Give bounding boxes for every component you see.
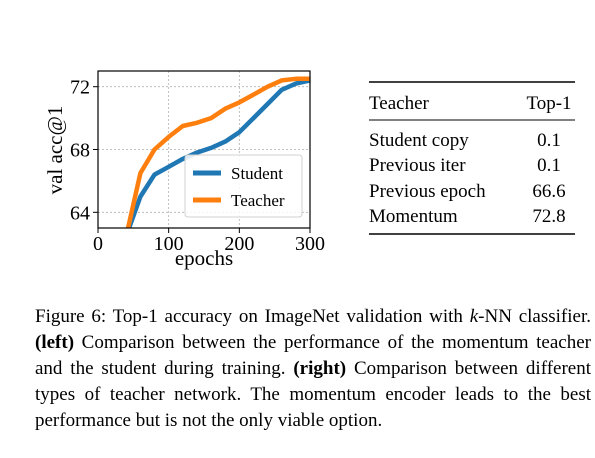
series-line-student — [126, 78, 310, 228]
figure-caption: Figure 6: Top-1 accuracy on ImageNet val… — [35, 304, 591, 434]
caption-part3: Comparison between different types of te… — [35, 358, 591, 431]
y-tick-label: 64 — [70, 202, 90, 224]
table-cell-top1: 66.6 — [532, 181, 565, 202]
legend-label-teacher: Teacher — [231, 191, 285, 210]
series-line-teacher — [125, 76, 310, 228]
x-tick-label: 0 — [93, 233, 103, 255]
table-cell-top1: 72.8 — [532, 206, 565, 227]
table-cell-method: Momentum — [369, 206, 458, 227]
axes — [93, 70, 311, 233]
y-tick-label: 68 — [70, 140, 90, 162]
teacher-comparison-table: Teacher Top-1 Student copy 0.1 Previous … — [369, 81, 575, 235]
caption-k: k — [469, 306, 479, 327]
table-cell-method: Previous epoch — [369, 181, 486, 202]
x-tick-label: 200 — [224, 233, 254, 255]
legend-label-student: Student — [231, 164, 283, 183]
figure: 0 100 200 300 64 68 72 Student Teacher epochs v… — [43, 70, 575, 270]
caption-left-marker: (left) — [35, 332, 75, 353]
caption-part2: Comparison between the performance of th… — [35, 332, 591, 379]
caption-prefix: Figure 6: Top-1 accuracy on ImageNet val… — [35, 306, 470, 327]
x-tick-label: 300 — [295, 233, 325, 255]
table-header-teacher: Teacher — [369, 93, 430, 114]
table-cell-top1: 0.1 — [537, 130, 561, 151]
tick-labels: 0 100 200 300 64 68 72 — [70, 77, 325, 255]
plot-frame — [97, 70, 311, 229]
table-cell-top1: 0.1 — [537, 155, 561, 176]
table-cell-method: Previous iter — [369, 155, 466, 176]
x-axis-label: epochs — [175, 246, 233, 270]
table-header-top1: Top-1 — [526, 93, 571, 114]
y-axis-label: val acc@1 — [43, 106, 67, 195]
caption-part1: -NN classifier. — [478, 306, 591, 327]
y-tick-label: 72 — [70, 77, 90, 99]
table-cell-method: Student copy — [369, 130, 469, 151]
caption-right-marker: (right) — [293, 358, 347, 379]
x-tick-label: 100 — [154, 233, 184, 255]
series-lines — [125, 76, 310, 228]
legend: Student Teacher — [184, 154, 303, 218]
line-chart: 0 100 200 300 64 68 72 Student Teacher epochs v… — [43, 70, 325, 270]
